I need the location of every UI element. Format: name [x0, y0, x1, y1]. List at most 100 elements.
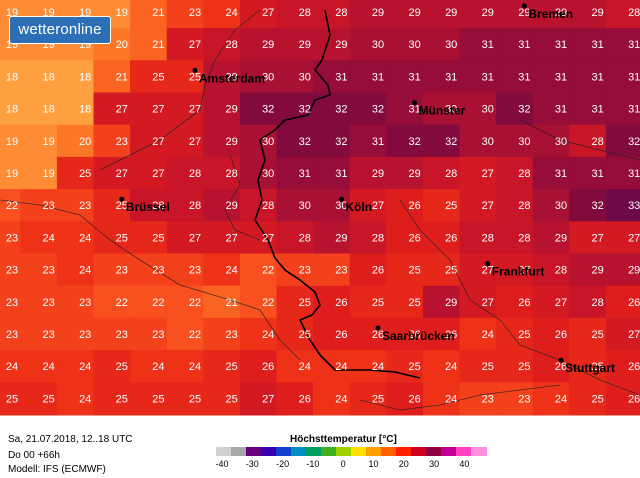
temperature-cell — [422, 285, 461, 319]
temperature-cell — [349, 350, 388, 384]
temperature-cell — [496, 189, 534, 223]
temperature-cell — [0, 124, 22, 158]
temperature-cell — [20, 350, 58, 384]
temperature-value: 30 — [372, 39, 384, 51]
legend-swatch — [306, 447, 322, 456]
temperature-value: 30 — [262, 71, 274, 83]
temperature-cell — [532, 253, 571, 287]
temperature-value: 32 — [299, 136, 311, 148]
temperature-cell — [130, 92, 168, 126]
temperature-cell — [239, 317, 278, 352]
temperature-cell — [276, 189, 315, 223]
temperature-value: 27 — [152, 168, 164, 180]
temperature-value: 30 — [445, 104, 457, 116]
city-markers: Bremen Amsterdam Münster Brüssel Köln Frankfu… — [119, 3, 615, 375]
temperature-cell — [20, 60, 58, 94]
temperature-value: 31 — [591, 104, 603, 116]
temperature-value: 32 — [335, 104, 347, 116]
temperature-cell — [532, 0, 571, 30]
city-label: Brüssel — [126, 200, 170, 214]
temperature-value: 32 — [445, 136, 457, 148]
temperature-cell — [459, 28, 498, 62]
temperature-value: 31 — [628, 39, 640, 51]
temperature-cell — [569, 382, 607, 416]
temperature-cell — [569, 60, 607, 94]
temperature-cell — [605, 253, 640, 287]
temperature-cell — [313, 382, 351, 416]
model-name: Modell: IFS (ECMWF) — [8, 464, 106, 475]
temperature-value: 26 — [628, 393, 640, 405]
temperature-value: 29 — [372, 168, 384, 180]
legend-colorbar — [216, 447, 487, 456]
temperature-value: 25 — [152, 71, 164, 83]
temperature-cell — [239, 0, 278, 30]
temperature-value: 29 — [628, 265, 640, 277]
temperature-cell — [56, 92, 95, 126]
temperature-value: 22 — [262, 297, 274, 309]
temperature-cell — [276, 28, 315, 62]
temperature-value: 26 — [408, 232, 420, 244]
temperature-value: 28 — [189, 200, 201, 212]
temperature-value: 32 — [628, 136, 640, 148]
temperature-cell — [56, 156, 95, 191]
legend-tick-label: -20 — [276, 459, 290, 469]
temperature-cell — [459, 350, 498, 384]
temperature-value: 23 — [42, 200, 54, 212]
temperature-cell — [203, 60, 241, 94]
temperature-cell — [386, 124, 424, 158]
temperature-cell — [276, 221, 315, 255]
temperature-cell — [605, 189, 640, 223]
temperature-cell — [569, 285, 607, 319]
temperature-value: 26 — [628, 361, 640, 373]
city-label: Stuttgart — [565, 361, 615, 375]
temperature-value: 27 — [116, 168, 128, 180]
temperature-cell — [496, 156, 534, 191]
temperature-value: 24 — [555, 393, 567, 405]
temperature-value: 27 — [262, 232, 274, 244]
temperature-value: 27 — [482, 297, 494, 309]
temperature-cell — [349, 317, 388, 352]
temperature-value: 25 — [518, 329, 530, 341]
temperature-value: 25 — [591, 329, 603, 341]
temperature-value: 32 — [518, 104, 530, 116]
temperature-value: 25 — [408, 297, 420, 309]
temperature-value: 25 — [79, 168, 91, 180]
temperature-value: 26 — [335, 329, 347, 341]
temperature-cell — [203, 92, 241, 126]
temperature-value: 26 — [445, 232, 457, 244]
temperature-value: 23 — [6, 297, 18, 309]
temperature-cell — [20, 156, 58, 191]
legend-swatch — [246, 447, 262, 456]
temperature-cell — [276, 156, 315, 191]
temperature-cell — [313, 0, 351, 30]
wetteronline-logo[interactable]: wetteronline — [9, 16, 111, 44]
temperature-cell — [349, 0, 388, 30]
temperature-cell — [386, 92, 424, 126]
temperature-value: 25 — [482, 361, 494, 373]
temperature-value: 30 — [555, 200, 567, 212]
temperature-value: 18 — [79, 71, 91, 83]
temperature-cell — [496, 60, 534, 94]
temperature-cell — [20, 92, 58, 126]
temperature-cell — [569, 0, 607, 30]
temperature-value: 31 — [518, 71, 530, 83]
legend-swatch — [261, 447, 277, 456]
temperature-value: 25 — [372, 393, 384, 405]
temperature-value: 24 — [335, 361, 347, 373]
country-borders — [254, 9, 421, 379]
temperature-cell — [422, 0, 461, 30]
temperature-value: 25 — [116, 393, 128, 405]
temperature-cell — [203, 382, 241, 416]
temperature-value: 28 — [225, 39, 237, 51]
temperature-cell — [313, 60, 351, 94]
temperature-value: 23 — [79, 297, 91, 309]
temperature-value: 23 — [152, 329, 164, 341]
temperature-cell — [0, 221, 22, 255]
temperature-value: 23 — [225, 329, 237, 341]
temperature-cell — [386, 189, 424, 223]
temperature-cell — [93, 285, 132, 319]
temperature-cell — [422, 60, 461, 94]
legend-tick-label: 40 — [459, 459, 470, 469]
temperature-cell — [93, 189, 132, 223]
city-dot — [558, 357, 564, 363]
